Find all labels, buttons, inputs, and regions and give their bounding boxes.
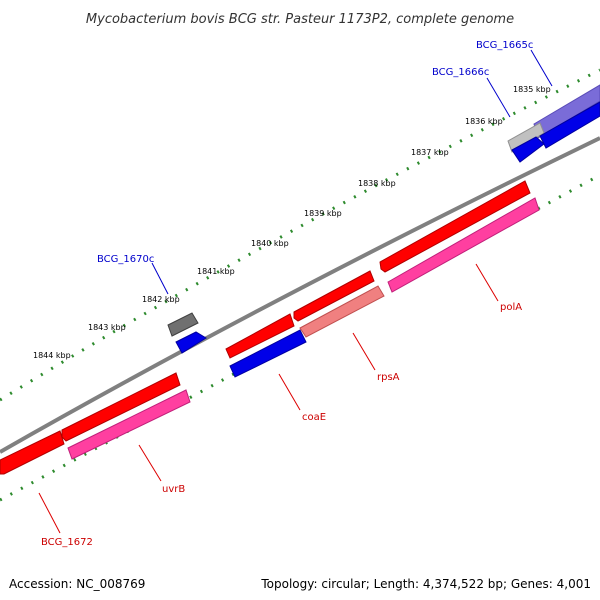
leader-pola [475,263,499,302]
gene-pola-b[interactable] [387,197,540,293]
gene-bcg-1670c-b[interactable] [175,331,207,354]
leader-bcg-1670c [151,262,169,295]
outer-tick-track [0,68,600,402]
gene-coae[interactable] [225,313,295,359]
scale-label-1842: 1842 kbp [142,295,180,304]
scale-label-1844: 1844 kbp [33,351,71,360]
gene-labels: BCG_1665c BCG_1666c BCG_1670c polA rpsA … [38,40,553,548]
leader-bcg-1665c [530,49,553,87]
gene-bcg-1665c-b[interactable] [539,101,600,149]
label-bcg-1666c[interactable]: BCG_1666c [432,67,489,78]
accession-text: Accession: NC_008769 [9,577,146,591]
label-bcg-1672[interactable]: BCG_1672 [41,537,93,548]
label-bcg-1665c[interactable]: BCG_1665c [476,40,533,51]
map-title: Mycobacterium bovis BCG str. Pasteur 117… [86,12,514,27]
gene-bcg-1670c-a[interactable] [167,312,199,337]
gene-rpsa-b[interactable] [299,285,385,338]
gene-coae-b[interactable] [229,329,307,378]
leader-coae [278,373,301,411]
gene-pola[interactable] [379,180,531,273]
topology-text: Topology: circular; Length: 4,374,522 bp… [261,577,591,591]
label-coae[interactable]: coaE [302,412,326,423]
scale-label-1839: 1839 kbp [304,209,342,218]
leader-bcg-1672 [38,492,61,534]
scale-label-1841: 1841 kbp [197,267,235,276]
scale-label-1840: 1840 kbp [251,239,289,248]
scale-label-1837: 1837 kbp [411,148,449,157]
label-pola[interactable]: polA [500,302,522,313]
scale-label-1838: 1838 kbp [358,179,396,188]
leader-uvrb [138,444,162,482]
leader-rpsa [352,332,376,371]
scale-label-1836: 1836 kbp [465,117,503,126]
scale-label-1843: 1843 kbp [88,323,126,332]
genome-backbone [0,136,600,454]
gene-bcg-1666c[interactable] [507,122,545,153]
tick-marks [0,68,600,502]
gene-uvrb-b[interactable] [67,389,191,460]
gene-bcg-1672[interactable] [0,430,65,475]
leader-bcg-1666c [486,77,511,118]
gene-rpsa[interactable] [293,270,375,322]
scale-label-1835: 1835 kbp [513,85,551,94]
label-rpsa[interactable]: rpsA [377,372,400,383]
label-uvrb[interactable]: uvrB [162,484,185,495]
gene-features [0,84,600,475]
scale-labels: 1835 kbp 1836 kbp 1837 kbp 1838 kbp 1839… [33,85,551,360]
label-bcg-1670c[interactable]: BCG_1670c [97,254,154,265]
